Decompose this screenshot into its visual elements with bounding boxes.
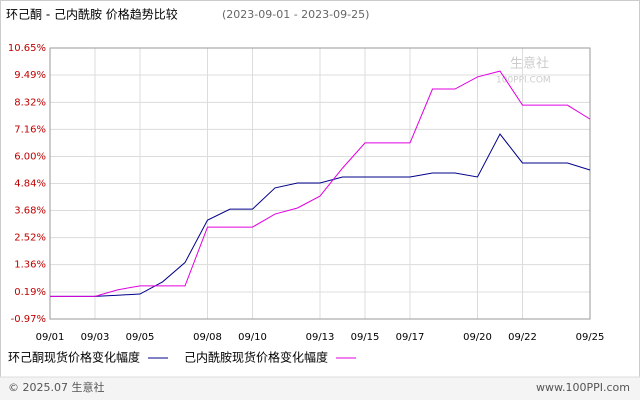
x-tick-label: 09/13: [306, 332, 335, 343]
watermark: 生意社: [510, 56, 549, 72]
footer-left: © 2025.07 生意社: [8, 380, 104, 394]
y-tick-label: 1.36%: [14, 260, 46, 271]
x-tick-label: 09/25: [576, 332, 605, 343]
y-tick-label: 6.00%: [14, 151, 46, 162]
y-tick-label: 8.32%: [14, 97, 46, 108]
y-tick-label: 2.52%: [14, 233, 46, 244]
chart-title: 环己酮 - 己内酰胺 价格趋势比较: [6, 7, 178, 22]
series-line: [50, 133, 591, 297]
chart-subtitle: (2023-09-01 - 2023-09-25): [222, 8, 369, 21]
x-tick-label: 09/08: [193, 332, 222, 343]
x-tick-label: 09/05: [126, 332, 155, 343]
y-tick-label: 7.16%: [14, 124, 46, 135]
y-tick-label: 9.49%: [14, 70, 46, 81]
x-tick-label: 09/03: [81, 332, 110, 343]
x-tick-label: 09/10: [238, 332, 267, 343]
y-tick-label: 10.65%: [8, 43, 46, 54]
x-tick-label: 09/15: [351, 332, 380, 343]
series-line: [50, 70, 591, 297]
legend-label: 己内酰胺现货价格变化幅度: [184, 350, 328, 365]
footer-band: [0, 377, 640, 400]
legend-label: 环己酮现货价格变化幅度: [8, 350, 140, 365]
x-tick-label: 09/22: [508, 332, 537, 343]
x-tick-label: 09/20: [463, 332, 492, 343]
x-tick-label: 09/01: [36, 332, 65, 343]
plot-border: [49, 47, 591, 320]
watermark: 100PPI.COM: [496, 76, 551, 86]
footer-right: www.100PPI.com: [536, 381, 630, 394]
y-tick-label: 4.84%: [14, 179, 46, 190]
x-tick-label: 09/17: [396, 332, 425, 343]
y-tick-label: -0.97%: [11, 314, 46, 325]
y-tick-label: 3.68%: [14, 206, 46, 217]
y-tick-label: 0.19%: [14, 287, 46, 298]
